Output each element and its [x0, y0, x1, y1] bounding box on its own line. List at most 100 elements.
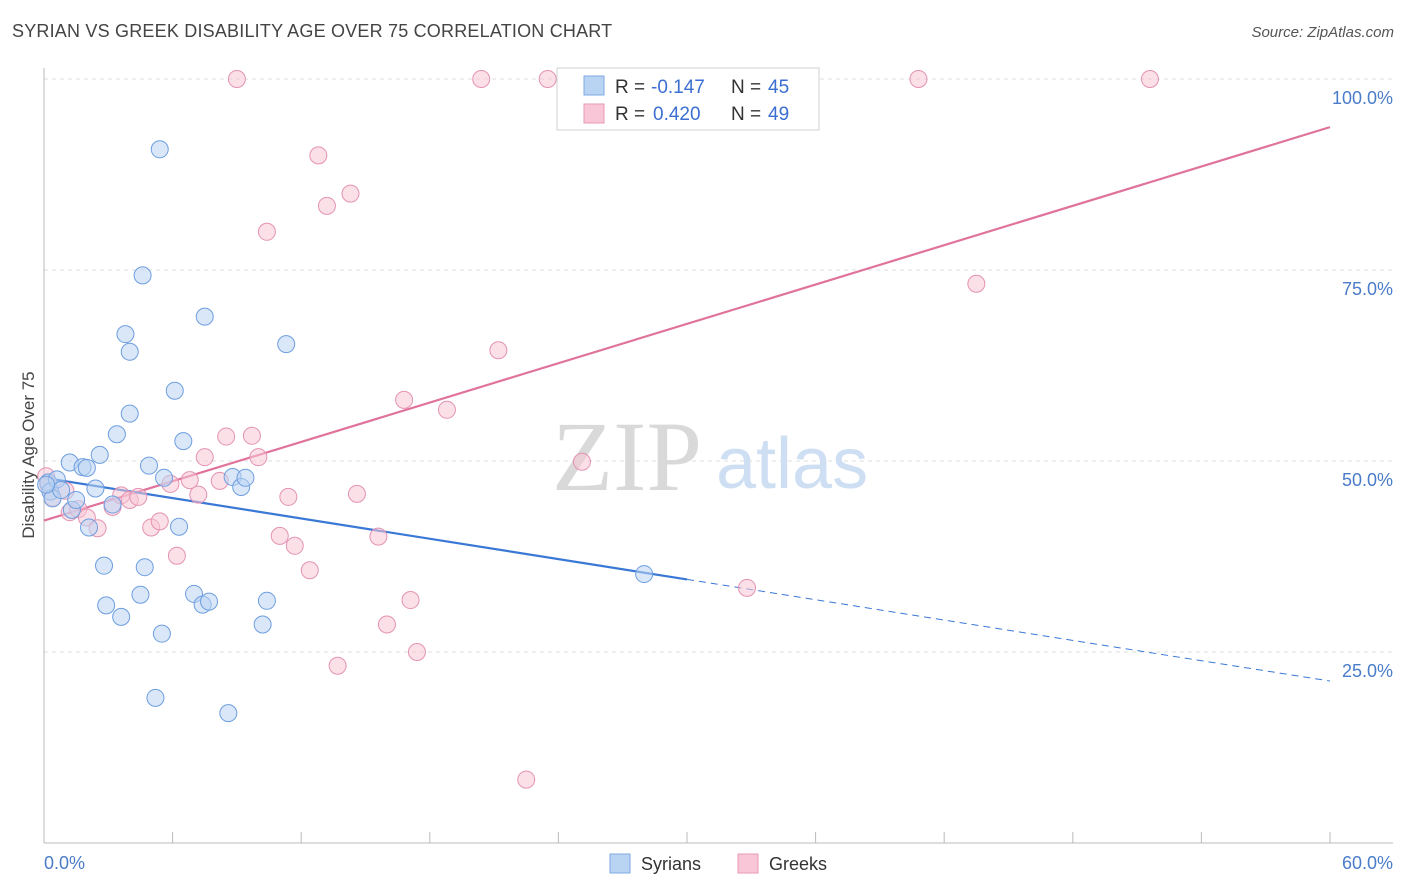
point-greeks-33 — [347, 484, 366, 503]
point-syrians-18 — [116, 325, 135, 344]
point-greeks-28 — [300, 561, 319, 580]
point-greeks-36 — [395, 390, 414, 409]
point-greeks-22 — [242, 426, 261, 445]
point-syrians-20 — [120, 342, 139, 361]
point-syrians-26 — [150, 140, 169, 159]
point-greeks-42 — [517, 770, 536, 789]
point-greeks-41 — [489, 341, 508, 360]
point-greeks-16 — [180, 471, 199, 490]
point-greeks-32 — [341, 184, 360, 203]
point-greeks-13 — [150, 512, 169, 531]
watermark-zip: ZIP — [552, 401, 702, 512]
x-tick-marks — [43, 832, 1331, 843]
point-syrians-19 — [120, 404, 139, 423]
point-syrians-10 — [80, 518, 99, 537]
point-syrians-12 — [90, 445, 109, 464]
point-syrians-28 — [155, 468, 174, 487]
source-label: Source: ZipAtlas.com — [1251, 24, 1394, 41]
point-syrians-13 — [95, 556, 114, 575]
point-greeks-30 — [317, 196, 336, 215]
point-syrians-23 — [135, 558, 154, 577]
point-greeks-15 — [167, 546, 186, 565]
point-greeks-25 — [270, 526, 289, 545]
watermark: ZIP atlas — [552, 401, 868, 512]
point-greeks-44 — [572, 452, 591, 471]
point-syrians-11 — [86, 479, 105, 498]
legend-n-value-greeks: 49 — [768, 104, 789, 125]
point-syrians-17 — [112, 607, 131, 626]
point-syrians-41 — [257, 591, 276, 610]
point-greeks-40 — [472, 70, 491, 88]
point-syrians-34 — [195, 307, 214, 326]
point-syrians-21 — [131, 585, 150, 604]
point-greeks-31 — [328, 656, 347, 675]
y-tick-label-25: 25.0% — [1342, 661, 1393, 681]
gridlines — [44, 78, 1393, 653]
point-syrians-35 — [200, 592, 219, 611]
point-greeks-29 — [309, 146, 328, 165]
legend-n-label-greeks: N = — [731, 104, 761, 125]
legend-swatch-syrians — [583, 75, 605, 96]
bottom-legend-label-syrians: Syrians — [641, 854, 701, 874]
legend-r-label-syrians: R = — [615, 77, 645, 98]
point-greeks-11 — [129, 487, 148, 506]
point-greeks-38 — [407, 643, 426, 661]
y-tick-label-75: 75.0% — [1342, 279, 1393, 299]
chart-title: SYRIAN VS GREEK DISABILITY AGE OVER 75 C… — [12, 21, 613, 41]
point-greeks-34 — [369, 527, 388, 546]
y-tick-label-100: 100.0% — [1332, 88, 1393, 108]
data-points — [37, 70, 1159, 789]
point-greeks-23 — [249, 448, 268, 467]
trend-line-syrians — [43, 476, 688, 581]
point-syrians-30 — [170, 517, 189, 536]
point-greeks-46 — [909, 70, 928, 88]
trend-line-syrians-extrapolated — [686, 578, 1331, 682]
point-syrians-43 — [635, 565, 654, 584]
legend-box: R = -0.147 N = 45 R = 0.420 N = 49 — [556, 67, 820, 131]
legend-r-value-greeks: 0.420 — [653, 104, 701, 125]
point-syrians-25 — [146, 688, 165, 707]
point-syrians-15 — [103, 495, 122, 514]
point-greeks-47 — [967, 274, 986, 293]
legend-r-value-syrians: -0.147 — [651, 77, 705, 98]
point-syrians-36 — [219, 704, 238, 723]
point-syrians-7 — [67, 490, 86, 509]
bottom-legend-swatch-greeks — [737, 853, 759, 874]
bottom-legend: Syrians Greeks — [609, 853, 827, 874]
point-syrians-27 — [152, 624, 171, 643]
point-syrians-4 — [52, 481, 71, 500]
x-tick-label-min: 0.0% — [44, 853, 85, 873]
x-tick-label-max: 60.0% — [1342, 853, 1393, 873]
point-greeks-20 — [217, 427, 236, 446]
point-greeks-18 — [195, 448, 214, 467]
y-tick-label-50: 50.0% — [1342, 470, 1393, 490]
bottom-legend-swatch-syrians — [609, 853, 631, 874]
point-greeks-39 — [437, 400, 456, 419]
legend-swatch-greeks — [583, 103, 605, 124]
point-greeks-35 — [377, 615, 396, 634]
y-tick-labels: 25.0% 50.0% 75.0% 100.0% — [1332, 88, 1393, 681]
point-greeks-48 — [1140, 70, 1159, 88]
point-greeks-37 — [401, 591, 420, 610]
point-syrians-39 — [236, 468, 255, 487]
point-greeks-26 — [279, 487, 298, 506]
point-syrians-40 — [253, 615, 272, 634]
legend-r-label-greeks: R = — [615, 104, 645, 125]
point-greeks-17 — [189, 485, 208, 504]
y-axis-label: Disability Age Over 75 — [19, 371, 38, 538]
point-greeks-21 — [227, 70, 246, 88]
point-greeks-45 — [738, 578, 757, 597]
legend-n-label-syrians: N = — [731, 77, 761, 98]
point-syrians-9 — [77, 458, 96, 477]
point-syrians-31 — [174, 432, 193, 451]
point-syrians-42 — [277, 335, 296, 354]
legend-n-value-syrians: 45 — [768, 77, 789, 98]
point-syrians-44 — [37, 475, 56, 494]
point-syrians-16 — [107, 425, 126, 444]
point-greeks-24 — [257, 222, 276, 241]
point-syrians-24 — [140, 456, 159, 475]
point-greeks-43 — [538, 70, 557, 88]
point-greeks-27 — [285, 536, 304, 555]
watermark-atlas: atlas — [716, 424, 868, 504]
